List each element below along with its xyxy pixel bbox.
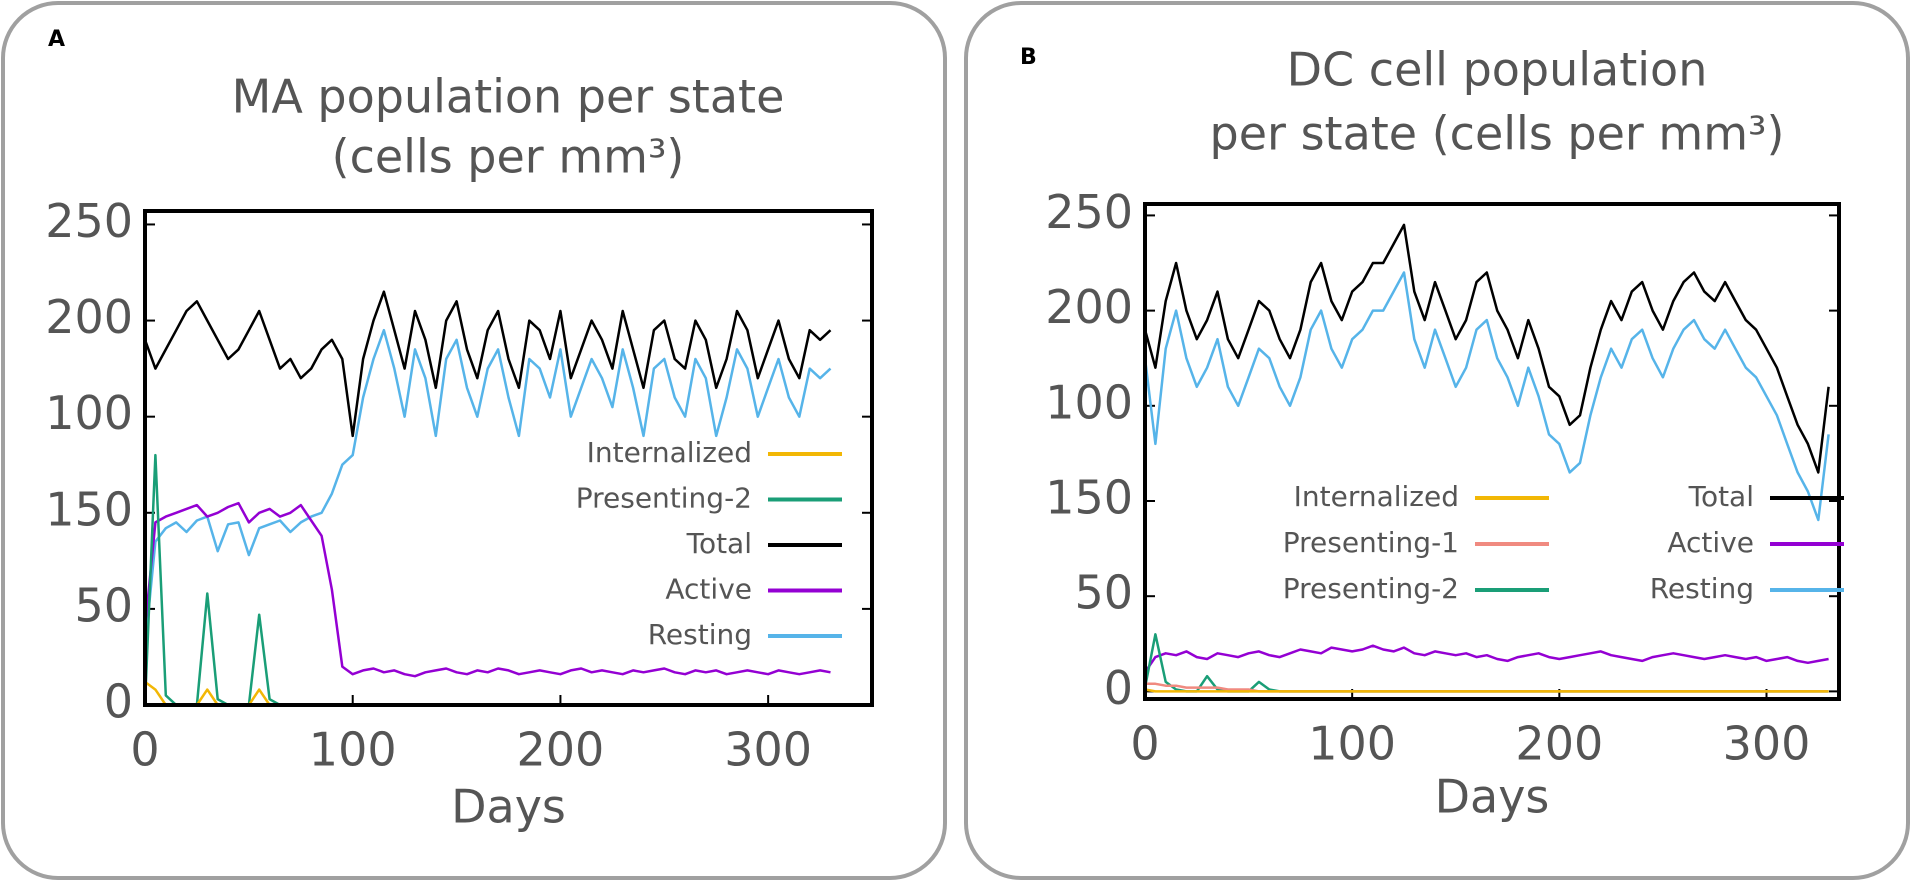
series-line <box>1143 633 1829 693</box>
series-line <box>1143 644 1829 674</box>
y-tick-label: 50 <box>74 578 133 632</box>
y-tick-label: 250 <box>1045 185 1133 239</box>
plot-frame <box>1143 202 1841 701</box>
x-axis-label: Days <box>1435 770 1550 824</box>
y-tick-label: 50 <box>1074 566 1133 620</box>
y-tick-label: 100 <box>45 386 133 440</box>
chart-title: MA population per state <box>232 70 785 124</box>
y-tick-label: 150 <box>45 482 133 536</box>
panel-label: A <box>48 27 65 52</box>
legend-label: Presenting-1 <box>1283 526 1459 559</box>
legend-label: Total <box>1688 480 1754 513</box>
series-line <box>1143 271 1830 522</box>
chart-title: (cells per mm³) <box>332 130 685 184</box>
y-tick-label: 100 <box>1045 375 1133 429</box>
series-line <box>1143 223 1830 474</box>
legend-label: Resting <box>1650 572 1754 605</box>
chart-title: DC cell population <box>1287 43 1708 97</box>
y-tick-label: 0 <box>1104 661 1133 715</box>
legend-label: Total <box>686 527 752 560</box>
x-tick-label: 0 <box>130 723 159 777</box>
series-line <box>144 680 831 707</box>
panel-frame <box>1 1 947 880</box>
legend-label: Active <box>665 573 752 606</box>
y-tick-label: 0 <box>104 675 133 729</box>
panel-frame <box>964 1 1910 880</box>
x-axis-label: Days <box>451 780 566 834</box>
series-line <box>143 501 831 678</box>
legend-label: Internalized <box>1294 480 1459 513</box>
legend-label: Internalized <box>587 436 752 469</box>
plot-frame <box>143 209 874 707</box>
series-line <box>143 328 832 648</box>
x-tick-label: 200 <box>517 723 605 777</box>
x-tick-label: 100 <box>309 723 397 777</box>
x-tick-label: 100 <box>1308 717 1396 771</box>
legend-label: Presenting-2 <box>1283 572 1459 605</box>
series-line <box>143 290 832 438</box>
series-line <box>1144 688 1829 693</box>
panel-label: B <box>1020 45 1037 70</box>
legend-label: Resting <box>648 618 752 651</box>
x-tick-label: 200 <box>1515 717 1603 771</box>
y-tick-label: 250 <box>45 194 133 248</box>
x-tick-label: 0 <box>1130 717 1159 771</box>
x-tick-label: 300 <box>1723 717 1811 771</box>
y-tick-label: 200 <box>1045 280 1133 334</box>
y-tick-label: 150 <box>1045 471 1133 525</box>
x-tick-label: 300 <box>724 723 812 777</box>
chart-title: per state (cells per mm³) <box>1210 107 1785 161</box>
legend-label: Active <box>1667 526 1754 559</box>
legend-label: Presenting-2 <box>576 482 752 515</box>
y-tick-label: 200 <box>45 290 133 344</box>
